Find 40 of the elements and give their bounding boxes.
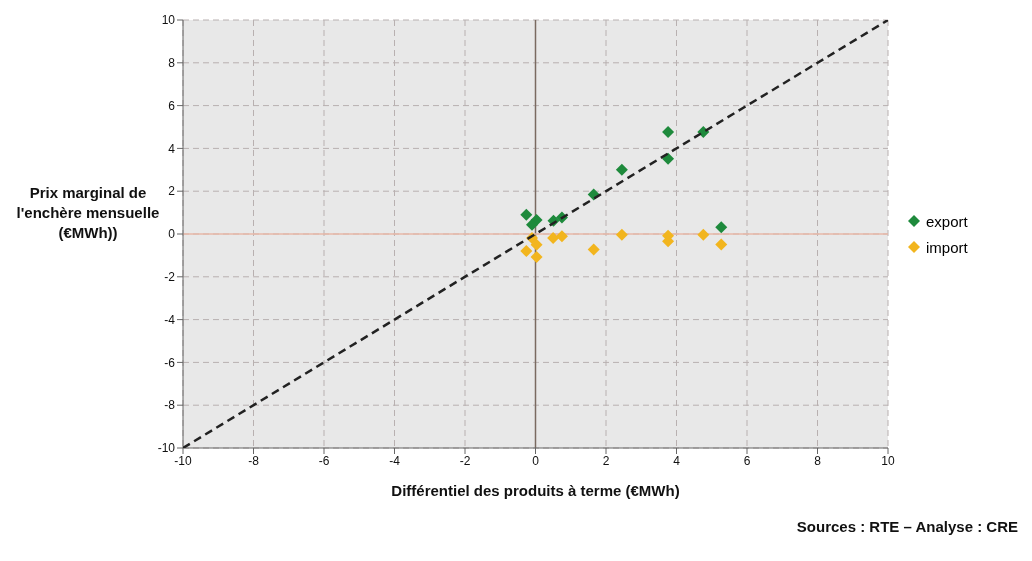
point (662, 125, 675, 138)
point (547, 232, 560, 245)
point (525, 218, 538, 231)
x-tick-label: 6 (743, 453, 751, 468)
point (715, 221, 728, 234)
point (615, 163, 628, 176)
x-tick-label: 8 (814, 453, 822, 468)
point (697, 228, 710, 241)
x-axis-title: Différentiel des produits à terme (€MWh) (391, 482, 680, 499)
x-tick-label: -4 (389, 453, 401, 468)
x-tick-label: 4 (673, 453, 681, 468)
y-axis-title: Prix marginal de l'enchère mensuelle (€MWh)) (15, 183, 161, 243)
point (715, 238, 728, 251)
y-tick-label: 10 (161, 13, 176, 28)
y-tick-label: -4 (164, 312, 176, 327)
y-tick-label: 6 (168, 98, 176, 113)
y-tick-label: -2 (164, 270, 176, 285)
x-tick-label: -2 (459, 453, 471, 468)
legend-label: export (926, 212, 968, 230)
point (520, 245, 533, 258)
source-note: Sources : RTE – Analyse : CRE (796, 518, 1018, 535)
point (615, 228, 628, 241)
y-tick-label: -10 (157, 441, 176, 456)
x-tick-label: -6 (318, 453, 330, 468)
point (520, 208, 533, 221)
point (530, 250, 543, 263)
y-tick-label: 0 (168, 227, 176, 242)
x-tick-label: 10 (881, 453, 895, 468)
point (555, 230, 568, 243)
x-tick-label: 0 (532, 453, 540, 468)
x-tick-label: 2 (602, 453, 610, 468)
y-tick-label: 4 (168, 141, 176, 156)
y-tick-label: -8 (164, 398, 176, 413)
y-tick-label: 2 (168, 184, 176, 199)
point (530, 238, 543, 251)
legend-label: import (926, 238, 968, 256)
point (587, 243, 600, 256)
y-tick-label: -6 (164, 355, 176, 370)
x-tick-label: -8 (248, 453, 260, 468)
y-tick-label: 8 (168, 56, 176, 71)
